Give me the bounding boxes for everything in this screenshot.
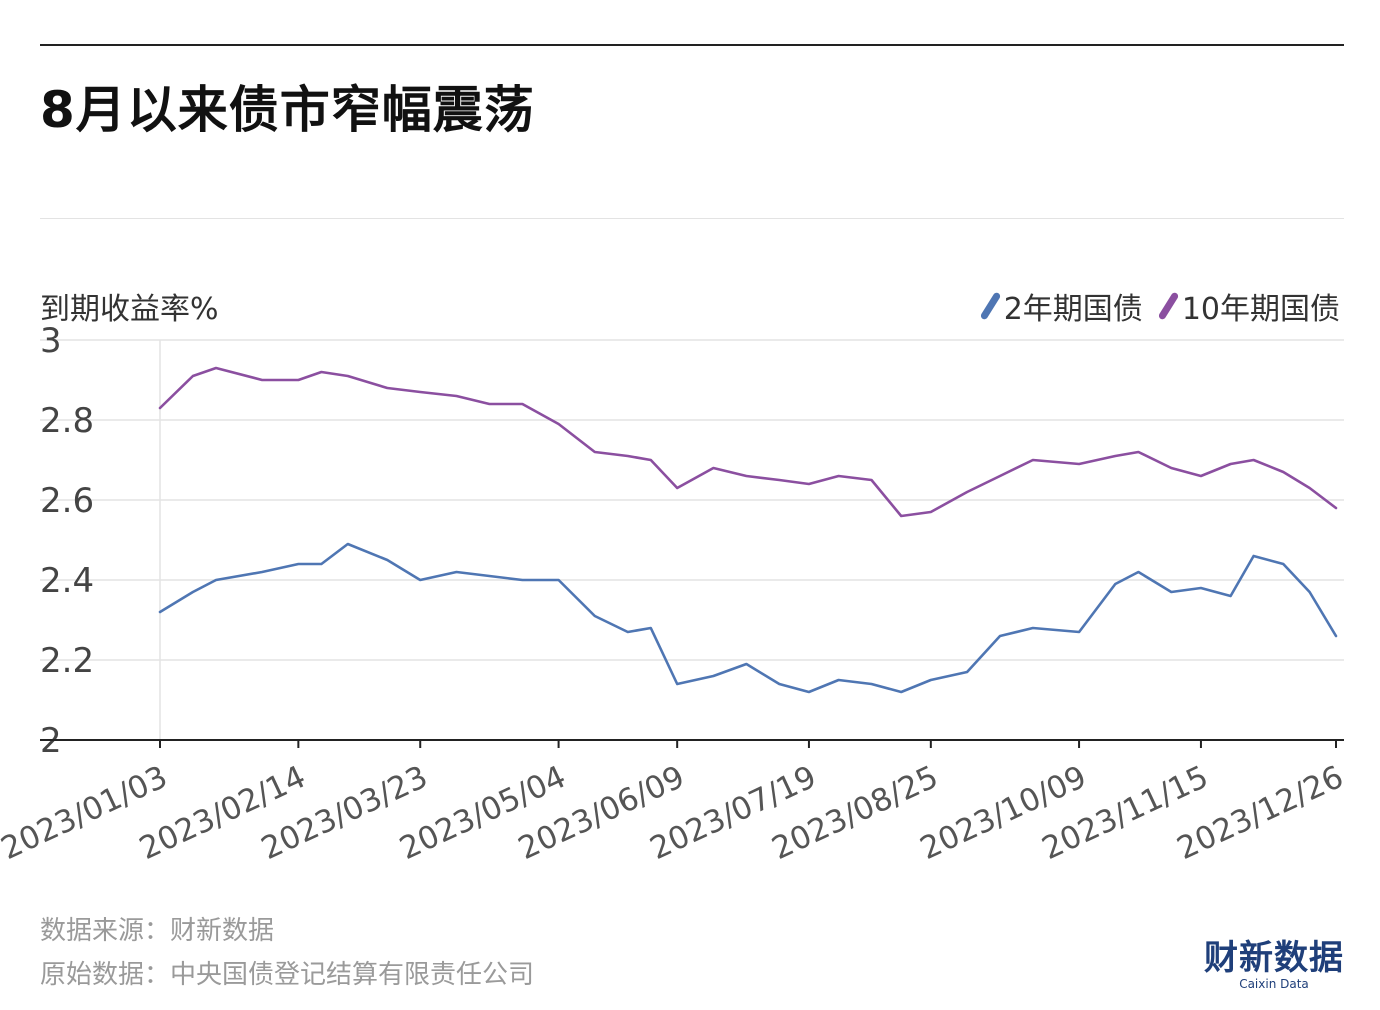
series-line-10y xyxy=(158,366,1338,518)
logo-text-en: Caixin Data xyxy=(1239,977,1309,991)
y-axis-label: 到期收益率% xyxy=(40,292,219,327)
y-tick-label: 2.8 xyxy=(40,401,94,441)
page-title: 8月以来债市窄幅震荡 xyxy=(40,81,535,139)
y-tick-label: 2.6 xyxy=(40,481,94,521)
divider xyxy=(40,218,1344,219)
data-source: 数据来源：财新数据 xyxy=(40,916,275,946)
y-tick-label: 2.4 xyxy=(40,561,94,601)
series-line-2y xyxy=(158,542,1338,694)
logo-text-cn: 财新数据 xyxy=(1204,938,1344,978)
legend-label-10y: 10年期国债 xyxy=(1181,292,1340,327)
top-rule xyxy=(40,44,1344,46)
y-tick-label: 2.2 xyxy=(40,641,94,681)
legend-label-2y: 2年期国债 xyxy=(1003,292,1143,327)
legend: 2年期国债 10年期国债 xyxy=(979,284,1340,328)
caixin-logo: 财新数据 Caixin Data xyxy=(1204,930,1344,991)
legend-item-2y: 2年期国债 xyxy=(979,284,1143,328)
raw-data-source: 原始数据：中央国债登记结算有限责任公司 xyxy=(40,960,535,990)
y-tick-label: 3 xyxy=(40,321,62,361)
legend-item-10y: 10年期国债 xyxy=(1157,284,1340,328)
